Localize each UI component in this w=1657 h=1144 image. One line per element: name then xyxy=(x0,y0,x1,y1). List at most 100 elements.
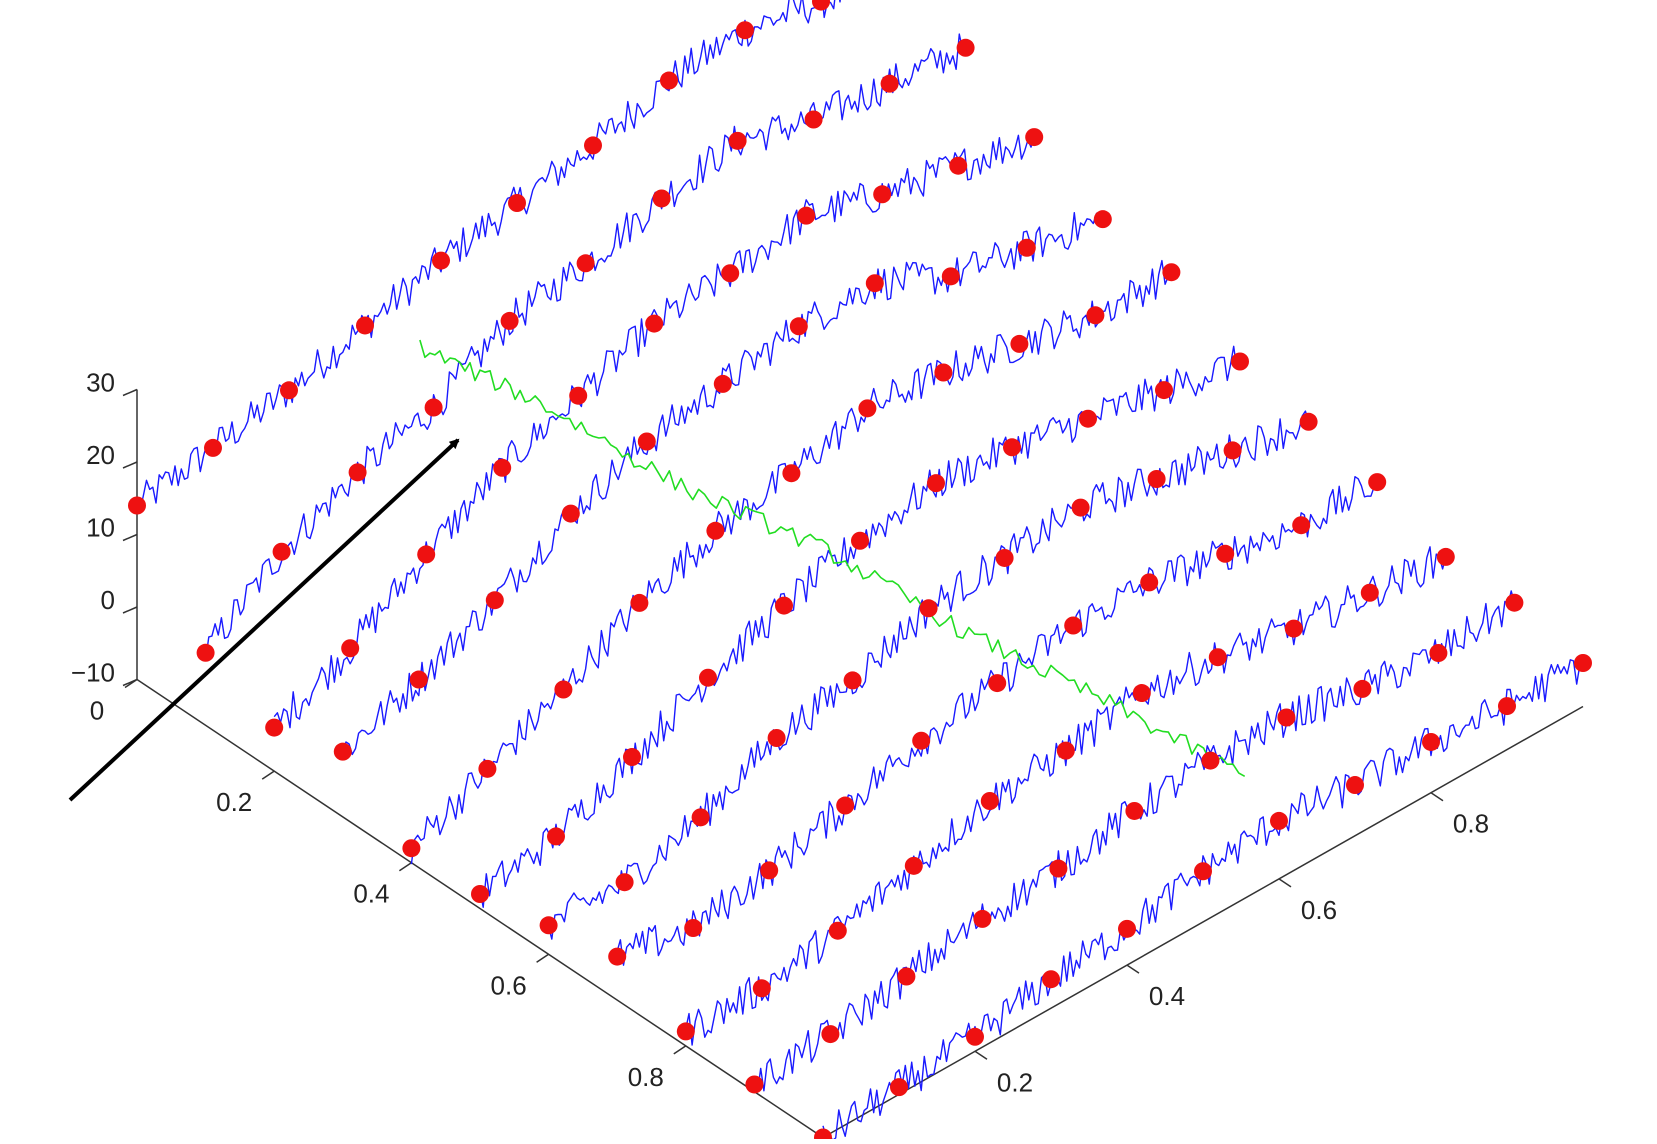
data-point-marker xyxy=(1125,801,1144,820)
data-point-marker xyxy=(417,545,436,564)
data-point-marker xyxy=(471,885,489,903)
annotations-group xyxy=(68,438,460,802)
data-point-marker xyxy=(1162,263,1181,282)
data-point-marker xyxy=(341,639,360,658)
series-line xyxy=(822,659,1584,1142)
series-line xyxy=(273,134,1035,729)
x-tick xyxy=(398,862,412,872)
data-point-marker xyxy=(843,671,862,690)
data-point-marker xyxy=(728,131,747,150)
data-point-marker xyxy=(941,267,960,286)
data-point-marker xyxy=(1270,811,1288,830)
data-point-marker xyxy=(1360,583,1379,602)
series-line xyxy=(754,590,1516,1093)
data-point-marker xyxy=(988,674,1007,693)
y-tick xyxy=(1430,792,1444,802)
data-point-marker xyxy=(1353,679,1372,698)
data-point-marker xyxy=(973,909,992,928)
data-point-marker xyxy=(1140,573,1159,592)
data-point-marker xyxy=(1422,732,1440,751)
data-point-marker xyxy=(1003,438,1021,457)
data-point-marker xyxy=(873,185,892,204)
x-tick xyxy=(124,678,138,689)
data-point-marker xyxy=(500,311,519,330)
y-tick-label: 0.8 xyxy=(1453,809,1489,839)
data-point-marker xyxy=(1056,741,1075,760)
data-point-marker xyxy=(576,254,595,273)
markers-group xyxy=(128,0,1592,1144)
data-point-marker xyxy=(706,521,725,540)
data-point-marker xyxy=(789,317,808,336)
data-point-marker xyxy=(736,21,754,40)
data-point-marker xyxy=(1155,381,1173,400)
data-point-marker xyxy=(1086,306,1105,325)
series-line xyxy=(547,410,1310,940)
data-point-marker xyxy=(752,979,771,998)
data-point-marker xyxy=(713,374,732,393)
data-point-marker xyxy=(1147,470,1166,488)
data-point-marker xyxy=(934,363,953,382)
data-point-marker xyxy=(858,399,877,418)
data-point-marker xyxy=(424,398,443,417)
data-point-marker xyxy=(721,264,740,283)
data-point-marker xyxy=(272,542,291,561)
z-tick xyxy=(122,388,138,397)
data-point-marker xyxy=(767,729,786,747)
data-point-marker xyxy=(1132,684,1151,703)
z-tick-label: 30 xyxy=(86,368,115,398)
data-point-marker xyxy=(478,759,497,778)
data-point-marker xyxy=(814,1128,832,1144)
x-tick-label: 0.2 xyxy=(216,787,252,817)
data-point-marker xyxy=(966,1027,984,1046)
data-point-marker xyxy=(880,74,899,93)
highlighted-path-line xyxy=(419,339,1246,778)
data-point-marker xyxy=(623,748,641,767)
data-point-marker xyxy=(196,643,215,662)
y-tick-label: 0.6 xyxy=(1301,895,1337,925)
data-point-marker xyxy=(561,504,580,523)
data-point-marker xyxy=(745,1075,764,1094)
data-point-marker xyxy=(897,967,916,986)
data-point-marker xyxy=(1498,697,1516,716)
data-point-marker xyxy=(1223,441,1242,460)
data-point-marker xyxy=(1049,859,1068,878)
data-point-marker xyxy=(1071,498,1090,517)
data-point-marker xyxy=(760,861,779,880)
y-tick-label: 0.4 xyxy=(1149,981,1185,1011)
x-tick-label: 0.4 xyxy=(353,879,389,909)
data-point-marker xyxy=(1505,593,1524,612)
series-group xyxy=(136,0,1584,1142)
data-point-marker xyxy=(1064,616,1083,635)
data-point-marker xyxy=(912,731,931,750)
x-tick xyxy=(536,953,550,963)
data-point-marker xyxy=(584,136,602,155)
data-point-marker xyxy=(949,156,968,175)
axes-group xyxy=(122,388,1584,1144)
data-point-marker xyxy=(890,1078,908,1097)
series-line xyxy=(685,546,1447,1046)
data-point-marker xyxy=(1042,970,1060,989)
data-point-marker xyxy=(804,110,823,129)
series-line xyxy=(342,212,1104,756)
x-tick-label: 0.8 xyxy=(628,1062,664,1092)
data-point-marker xyxy=(547,827,565,846)
data-point-marker xyxy=(851,531,869,550)
data-point-marker xyxy=(1292,516,1311,535)
z-tick xyxy=(122,606,138,614)
data-point-marker xyxy=(1429,644,1448,663)
data-point-marker xyxy=(1010,334,1029,353)
data-point-marker xyxy=(1284,619,1303,638)
data-point-marker xyxy=(409,670,428,689)
data-point-marker xyxy=(652,189,671,208)
data-point-marker xyxy=(865,274,884,293)
data-point-marker xyxy=(980,792,999,810)
data-point-marker xyxy=(782,464,801,483)
data-point-marker xyxy=(569,386,588,405)
y-tick xyxy=(1126,964,1140,974)
data-point-marker xyxy=(1025,128,1044,147)
data-point-marker xyxy=(660,71,678,90)
y-axis-line xyxy=(822,705,1584,1139)
